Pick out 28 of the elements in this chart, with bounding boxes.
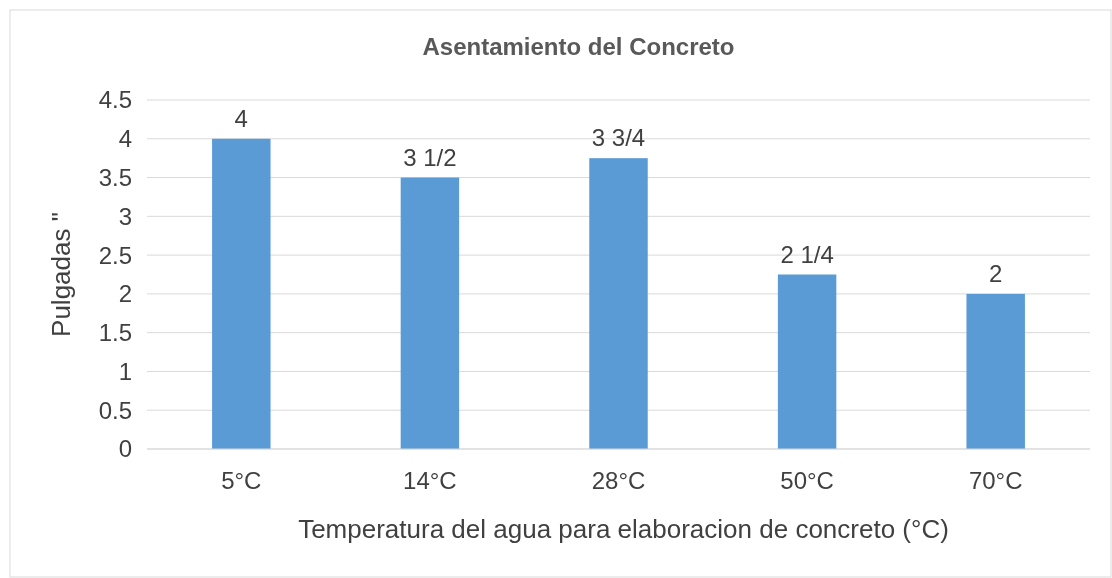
y-tick-label: 3.5	[98, 163, 132, 191]
data-label: 4	[234, 104, 248, 132]
y-tick-label: 0	[118, 435, 132, 463]
y-tick-label: 1	[118, 357, 132, 385]
bar	[777, 274, 837, 449]
data-label: 3 3/4	[591, 124, 646, 152]
y-tick-label: 2.5	[98, 241, 132, 269]
data-label: 3 1/2	[403, 143, 457, 171]
y-axis-title: Pulgadas "	[46, 212, 76, 337]
x-tick-label: 14°C	[403, 467, 457, 494]
y-tick-label: 2	[118, 280, 132, 308]
y-tick-label: 0.5	[98, 396, 132, 424]
x-tick-label: 28°C	[591, 467, 646, 494]
y-tick-label: 1.5	[98, 319, 132, 347]
x-tick-label: 70°C	[968, 467, 1023, 494]
x-axis-title: Temperatura del agua para elaboracion de concreto (°C)	[298, 514, 949, 544]
x-tick-label: 5°C	[221, 467, 262, 494]
y-tick-label: 4.5	[98, 86, 132, 114]
bar	[212, 138, 271, 449]
data-label: 2 1/4	[780, 240, 834, 268]
bar	[589, 158, 648, 449]
y-tick-label: 3	[118, 202, 132, 230]
y-tick-label: 4	[118, 125, 132, 153]
chart-title: Asentamiento del Concreto	[422, 33, 735, 60]
x-tick-label: 50°C	[780, 467, 834, 494]
bar	[966, 293, 1025, 449]
data-label: 2	[989, 259, 1003, 287]
bar	[400, 177, 460, 449]
